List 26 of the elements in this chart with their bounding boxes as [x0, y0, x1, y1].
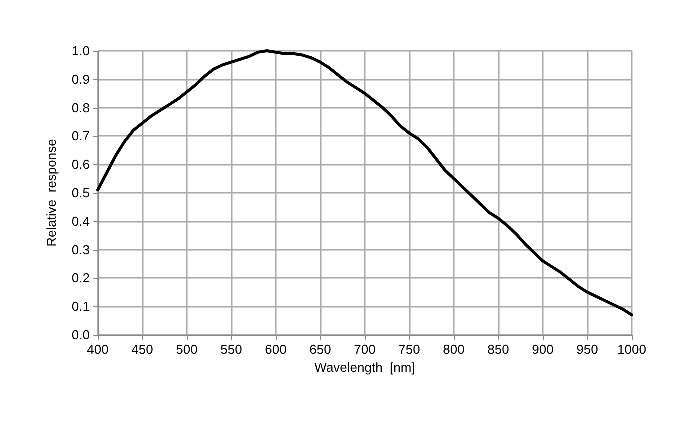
- y-tick-label: 0.3: [72, 242, 90, 258]
- x-axis-title: Wavelength [nm]: [314, 360, 416, 375]
- x-tick-label: 800: [443, 342, 465, 357]
- x-tick-label: 450: [132, 342, 154, 357]
- x-tick-label: 750: [398, 342, 420, 357]
- x-tick-label: 650: [310, 342, 332, 357]
- y-axis-title: Relative response: [44, 139, 59, 247]
- y-tick-label: 0.2: [72, 270, 90, 286]
- y-tick-label: 0.1: [72, 299, 90, 314]
- y-tick-label: 0.7: [72, 128, 90, 144]
- x-tick-label: 700: [354, 342, 376, 357]
- y-tick-label: 0.5: [72, 186, 90, 200]
- x-tick-label: 900: [532, 342, 554, 357]
- y-tick-label: 1.0: [72, 44, 90, 58]
- y-tick-label: 0.4: [72, 214, 90, 229]
- x-tick-label: 850: [488, 342, 510, 357]
- x-tick-label: 600: [265, 342, 287, 357]
- y-tick-label: 0.0: [72, 328, 90, 342]
- x-tick-label: 1000: [618, 342, 646, 357]
- y-tick-label: 0.8: [72, 100, 90, 116]
- y-tick-label: 0.6: [72, 157, 90, 172]
- x-tick-label: 550: [220, 342, 242, 357]
- x-tick-label: 950: [576, 342, 598, 357]
- x-tick-label: 500: [176, 342, 198, 357]
- x-tick-label: 400: [87, 342, 109, 357]
- y-tick-label: 0.9: [72, 72, 90, 87]
